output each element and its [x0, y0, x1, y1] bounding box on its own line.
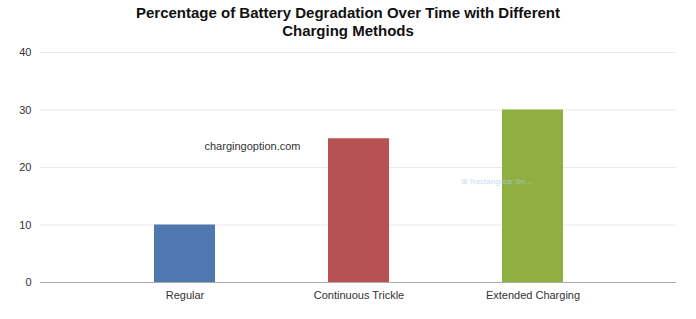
- svg-text:Extended Charging: Extended Charging: [486, 289, 580, 301]
- svg-text:40: 40: [19, 46, 31, 58]
- svg-text:chargingoption.com: chargingoption.com: [204, 140, 300, 152]
- svg-text:Regular: Regular: [166, 289, 205, 301]
- svg-text:Continuous Trickle: Continuous Trickle: [314, 289, 405, 301]
- svg-text:0: 0: [25, 276, 31, 288]
- svg-text:30: 30: [19, 104, 31, 116]
- html-text:Percentage of Battery Degradat: Percentage of Battery Degradation Over T…: [136, 4, 560, 39]
- svg-text:10: 10: [19, 219, 31, 231]
- svg-text:20: 20: [19, 161, 31, 173]
- svg-text:⊞ Rectangular Sn...: ⊞ Rectangular Sn...: [461, 177, 532, 186]
